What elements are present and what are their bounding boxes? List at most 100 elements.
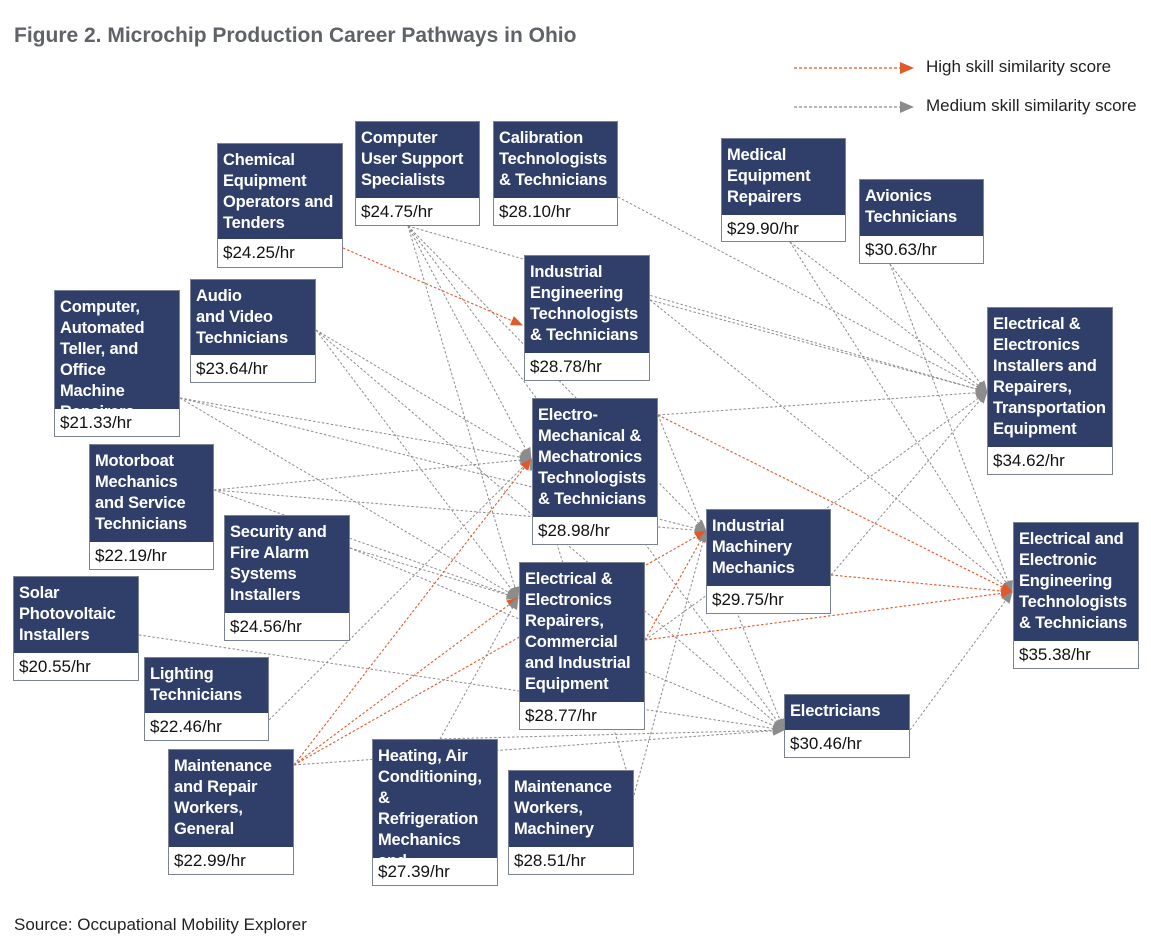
node-audio-video-technicians: Audio and Video Technicians $23.64/hr	[190, 279, 316, 383]
node-title: Maintenance and Repair Workers, General	[169, 750, 293, 847]
edge-avion-to-eltr	[889, 263, 988, 393]
legend-medium: Medium skill similarity score	[792, 95, 1142, 119]
edge-calib-to-eltr	[617, 196, 988, 393]
edge-elec-to-eeng	[909, 591, 1013, 731]
node-title: Audio and Video Technicians	[191, 280, 315, 355]
node-wage: $23.64/hr	[196, 359, 268, 378]
node-wage: $24.75/hr	[361, 202, 433, 221]
edge-ieng-to-eeng	[649, 299, 1013, 593]
node-solar-photovoltaic-installers: Solar Photovoltaic Installers $20.55/hr	[13, 576, 139, 681]
node-title: Industrial Machinery Mechanics	[707, 510, 830, 586]
node-title: Maintenance Workers, Machinery	[509, 771, 633, 847]
node-avionics-technicians: Avionics Technicians $30.63/hr	[859, 179, 984, 264]
node-wage: $27.39/hr	[378, 862, 450, 881]
node-electrical-repairers-commercial-industrial: Electrical & Electronics Repairers, Comm…	[519, 562, 645, 730]
edge-catm-to-elrep	[179, 397, 519, 599]
node-title: Medical Equipment Repairers	[722, 139, 845, 215]
node-title: Chemical Equipment Operators and Tenders	[218, 144, 342, 239]
edge-catm-to-emech	[179, 397, 532, 463]
node-wage: $22.19/hr	[95, 546, 167, 565]
node-title: Industrial Engineering Technologists & T…	[525, 256, 649, 353]
node-electrical-electronic-engineering-technologists: Electrical and Electronic Engineering Te…	[1013, 522, 1139, 669]
node-wage: $29.90/hr	[727, 219, 799, 238]
node-title: Lighting Technicians	[145, 658, 268, 713]
node-electro-mechanical-technologists: Electro- Mechanical & Mechatronics Techn…	[532, 398, 658, 545]
node-title: Motorboat Mechanics and Service Technici…	[90, 445, 213, 542]
edge-medrep-to-eltr	[789, 241, 988, 393]
edge-mrgen-to-emech	[293, 458, 532, 766]
node-wage: $22.99/hr	[174, 851, 246, 870]
node-title: Heating, Air Conditioning, & Refrigerati…	[373, 740, 497, 858]
edge-cuss-to-elrep	[407, 225, 520, 599]
node-title: Electro- Mechanical & Mechatronics Techn…	[533, 399, 657, 517]
legend-high-label: High skill similarity score	[926, 57, 1112, 76]
edge-hvac-to-elrep	[439, 597, 519, 740]
node-title: Electricians	[785, 695, 909, 730]
node-wage: $28.78/hr	[530, 357, 602, 376]
edge-indmach-to-eltr	[830, 391, 988, 576]
node-wage: $28.98/hr	[538, 521, 610, 540]
node-title: Electrical and Electronic Engineering Te…	[1014, 523, 1138, 641]
node-wage: $30.46/hr	[790, 734, 862, 753]
node-title: Electrical & Electronics Installers and …	[988, 308, 1112, 447]
node-maintenance-repair-workers-general: Maintenance and Repair Workers, General …	[168, 749, 294, 875]
node-lighting-technicians: Lighting Technicians $22.46/hr	[144, 657, 269, 741]
edge-cuss-to-emech	[407, 225, 532, 460]
node-industrial-engineering-technologists: Industrial Engineering Technologists & T…	[524, 255, 650, 381]
node-maintenance-workers-machinery: Maintenance Workers, Machinery $28.51/hr	[508, 770, 634, 875]
legend-medium-label: Medium skill similarity score	[926, 96, 1137, 115]
edge-elrep-to-indmach	[644, 530, 707, 641]
node-wage: $35.38/hr	[1019, 645, 1091, 664]
edge-emech-to-eltr	[657, 387, 988, 416]
node-medical-equipment-repairers: Medical Equipment Repairers $29.90/hr	[721, 138, 846, 242]
node-wage: $29.75/hr	[712, 590, 784, 609]
node-security-fire-alarm-installers: Security and Fire Alarm Systems Installe…	[224, 515, 350, 641]
edge-indmach-to-eeng	[830, 574, 1013, 596]
node-computer-user-support: Computer User Support Specialists $24.75…	[355, 121, 480, 226]
edge-av-to-emech	[315, 329, 532, 460]
edge-hvac-to-elec	[439, 725, 785, 740]
node-wage: $24.25/hr	[223, 243, 295, 262]
node-wage: $28.51/hr	[514, 851, 586, 870]
edge-mwm-to-indmach	[633, 530, 708, 796]
edge-ieng-to-eltr	[649, 299, 988, 394]
node-wage: $28.77/hr	[525, 706, 597, 725]
node-title: Calibration Technologists & Technicians	[494, 122, 617, 198]
edge-mrgen-to-elrep	[293, 597, 519, 766]
edge-elrep-to-eltr	[644, 391, 988, 641]
edge-cuss-to-elec	[407, 225, 785, 731]
edge-cuss-to-eltr	[407, 225, 988, 394]
edge-light-to-emech	[268, 458, 532, 721]
figure-title: Figure 2. Microchip Production Career Pa…	[14, 24, 577, 47]
node-chemical-equipment-operators: Chemical Equipment Operators and Tenders…	[217, 143, 343, 268]
node-wage: $24.56/hr	[230, 617, 302, 636]
node-title: Computer User Support Specialists	[356, 122, 479, 198]
node-industrial-machinery-mechanics: Industrial Machinery Mechanics $29.75/hr	[706, 509, 831, 614]
node-wage: $20.55/hr	[19, 657, 91, 676]
node-electricians: Electricians $30.46/hr	[784, 694, 910, 758]
node-wage: $30.63/hr	[865, 240, 937, 259]
edge-emech-to-eeng	[657, 414, 1013, 593]
node-title: Avionics Technicians	[860, 180, 983, 236]
edge-av-to-elrep	[315, 329, 519, 599]
edge-chem-to-ieng	[342, 247, 523, 326]
legend-high-arrow-icon	[794, 62, 914, 74]
node-wage: $28.10/hr	[499, 202, 571, 221]
node-title: Solar Photovoltaic Installers	[14, 577, 138, 653]
edge-elrep-to-eeng	[644, 588, 1013, 641]
edge-secfire-to-elrep	[349, 547, 519, 600]
edge-motor-to-emech	[213, 455, 532, 491]
node-title: Security and Fire Alarm Systems Installe…	[225, 516, 349, 613]
legend-high: High skill similarity score	[792, 56, 1142, 80]
node-title: Electrical & Electronics Repairers, Comm…	[520, 563, 644, 702]
edge-medrep-to-eeng	[789, 241, 1013, 593]
node-hvac-mechanics-installers: Heating, Air Conditioning, & Refrigerati…	[372, 739, 498, 886]
node-wage: $21.33/hr	[60, 413, 132, 432]
source-note: Source: Occupational Mobility Explorer	[14, 915, 307, 934]
edge-solar-to-elec	[138, 634, 785, 734]
node-wage: $34.62/hr	[993, 451, 1065, 470]
node-motorboat-mechanics: Motorboat Mechanics and Service Technici…	[89, 444, 214, 570]
edge-mrgen-to-elec	[293, 725, 785, 766]
node-wage: $22.46/hr	[150, 717, 222, 736]
node-electrical-installers-transportation: Electrical & Electronics Installers and …	[987, 307, 1113, 475]
